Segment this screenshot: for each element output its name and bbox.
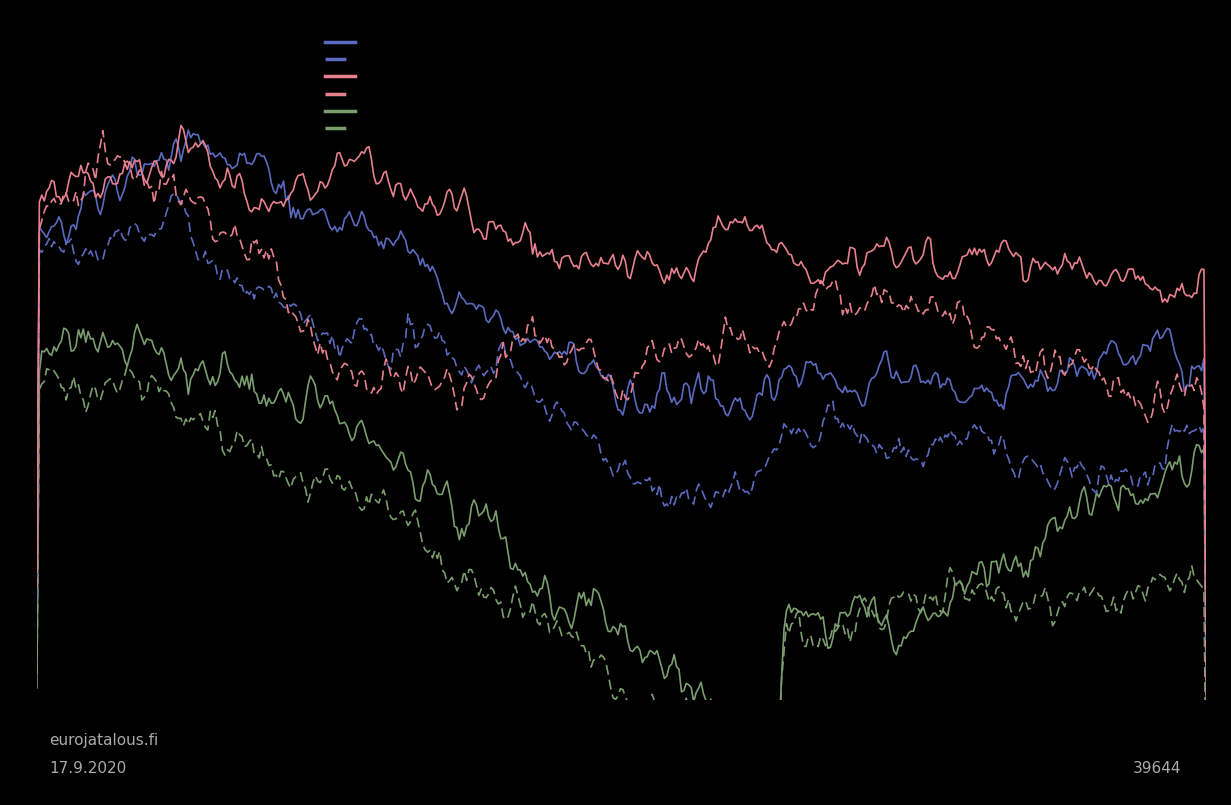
Legend: , , , , , : , , , , , bbox=[325, 37, 357, 134]
Text: 17.9.2020: 17.9.2020 bbox=[49, 761, 127, 776]
Text: 39644: 39644 bbox=[1134, 761, 1182, 776]
Text: eurojatalous.fi: eurojatalous.fi bbox=[49, 733, 159, 748]
